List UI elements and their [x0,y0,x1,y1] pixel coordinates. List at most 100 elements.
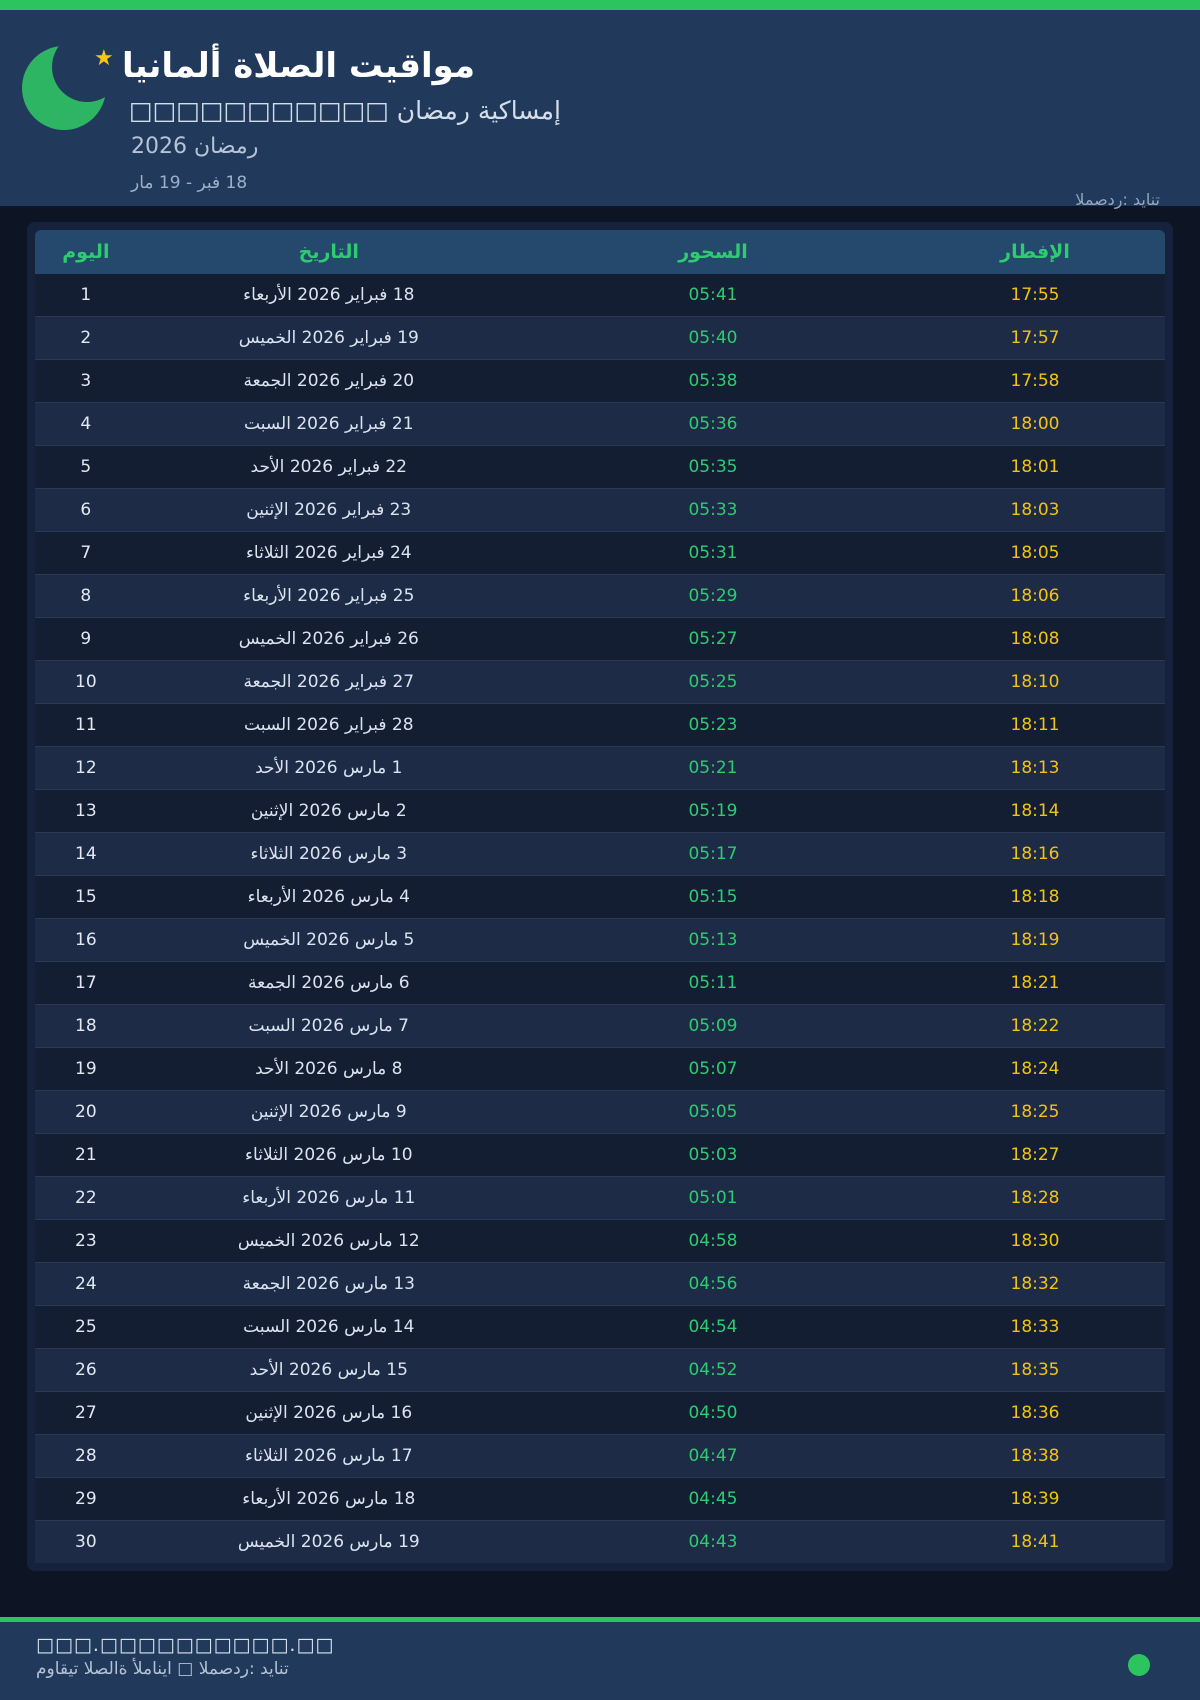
table-row: 10 27 فبراير 2026 الجمعة 05:25 18:10 [35,660,1165,703]
day-cell: 26 [75,1360,97,1380]
suhoor-cell: 05:03 [688,1145,738,1165]
day-cell: 8 [80,586,92,606]
column-header-day: اليوم [62,241,110,263]
iftar-cell: 18:33 [1010,1317,1060,1337]
suhoor-cell: 05:23 [688,715,738,735]
iftar-cell: 17:58 [1010,371,1060,391]
suhoor-cell: 04:58 [688,1231,738,1251]
table-row: 19 8 مارس 2026 الأحد 05:07 18:24 [35,1047,1165,1090]
star-icon: ★ [94,46,114,71]
iftar-cell: 18:01 [1010,457,1060,477]
day-cell: 10 [75,672,97,692]
suhoor-cell: 04:56 [688,1274,738,1294]
iftar-cell: 18:22 [1010,1016,1060,1036]
suhoor-cell: 05:11 [688,973,738,993]
table-row: 24 13 مارس 2026 الجمعة 04:56 18:32 [35,1262,1165,1305]
table-row: 18 7 مارس 2026 السبت 05:09 18:22 [35,1004,1165,1047]
iftar-cell: 18:28 [1010,1188,1060,1208]
iftar-cell: 18:14 [1010,801,1060,821]
iftar-cell: 18:19 [1010,930,1060,950]
day-cell: 23 [75,1231,97,1251]
suhoor-cell: 05:33 [688,500,738,520]
green-dot-icon [1128,1654,1150,1676]
day-cell: 2 [80,328,92,348]
table-row: 17 6 مارس 2026 الجمعة 05:11 18:21 [35,961,1165,1004]
day-cell: 5 [80,457,92,477]
table-header-row: اليوم التاريخ السحور الإفطار [35,230,1165,274]
suhoor-cell: 05:17 [688,844,738,864]
iftar-cell: 18:27 [1010,1145,1060,1165]
suhoor-cell: 05:25 [688,672,738,692]
day-cell: 14 [75,844,97,864]
table-row: 29 18 مارس 2026 الأربعاء 04:45 18:39 [35,1477,1165,1520]
table-row: 4 21 فبراير 2026 السبت 05:36 18:00 [35,402,1165,445]
column-header-iftar: الإفطار [1000,241,1070,263]
logo: ★ [14,32,124,142]
suhoor-cell: 05:27 [688,629,738,649]
date-cell: 28 فبراير 2026 السبت [244,715,414,735]
day-cell: 24 [75,1274,97,1294]
table-row: 8 25 فبراير 2026 الأربعاء 05:29 18:06 [35,574,1165,617]
date-cell: 26 فبراير 2026 الخميس [238,629,419,649]
table-row: 12 1 مارس 2026 الأحد 05:21 18:13 [35,746,1165,789]
page-header: ★ مواقيت الصلاة ألمانيا إمساكية رمضان □□… [0,10,1200,209]
date-cell: 16 مارس 2026 الإثنين [245,1403,413,1423]
table-row: 13 2 مارس 2026 الإثنين 05:19 18:14 [35,789,1165,832]
date-cell: 23 فبراير 2026 الإثنين [246,500,412,520]
website-url[interactable]: □□□.□□□□□□□□□□.□□ [36,1634,335,1656]
season-label: رمضان 2026 [131,134,259,159]
iftar-cell: 18:05 [1010,543,1060,563]
iftar-cell: 18:41 [1010,1532,1060,1552]
iftar-cell: 18:32 [1010,1274,1060,1294]
suhoor-cell: 05:29 [688,586,738,606]
date-cell: 2 مارس 2026 الإثنين [250,801,407,821]
footer-credit: مواقيت الصلاة ألمانيا □ المصدر: ديانت [36,1659,289,1679]
suhoor-cell: 04:43 [688,1532,738,1552]
iftar-cell: 18:21 [1010,973,1060,993]
suhoor-cell: 04:52 [688,1360,738,1380]
date-cell: 7 مارس 2026 السبت [248,1016,409,1036]
suhoor-cell: 05:13 [688,930,738,950]
date-cell: 17 مارس 2026 الثلاثاء [245,1446,413,1466]
date-cell: 9 مارس 2026 الإثنين [250,1102,407,1122]
iftar-cell: 18:30 [1010,1231,1060,1251]
day-cell: 19 [75,1059,97,1079]
suhoor-cell: 05:01 [688,1188,738,1208]
main-content: اليوم التاريخ السحور الإفطار 1 18 فبراير… [0,222,1200,1571]
column-header-date: التاريخ [298,241,359,263]
day-cell: 17 [75,973,97,993]
iftar-cell: 18:18 [1010,887,1060,907]
day-cell: 13 [75,801,97,821]
day-cell: 22 [75,1188,97,1208]
day-cell: 28 [75,1446,97,1466]
date-cell: 22 فبراير 2026 الأحد [250,457,407,477]
page-title: مواقيت الصلاة ألمانيا [122,46,476,86]
table-row: 7 24 فبراير 2026 الثلاثاء 05:31 18:05 [35,531,1165,574]
suhoor-cell: 04:45 [688,1489,738,1509]
date-cell: 6 مارس 2026 الجمعة [247,973,410,993]
date-cell: 20 فبراير 2026 الجمعة [243,371,415,391]
date-range-label: 18 فبر - 19 مار [131,173,248,193]
iftar-cell: 18:00 [1010,414,1060,434]
suhoor-cell: 05:41 [688,285,738,305]
iftar-cell: 18:36 [1010,1403,1060,1423]
top-accent-bar [0,0,1200,10]
table-row: 15 4 مارس 2026 الأربعاء 05:15 18:18 [35,875,1165,918]
iftar-cell: 18:10 [1010,672,1060,692]
iftar-cell: 18:16 [1010,844,1060,864]
table-row: 21 10 مارس 2026 الثلاثاء 05:03 18:27 [35,1133,1165,1176]
iftar-cell: 18:38 [1010,1446,1060,1466]
date-cell: 18 فبراير 2026 الأربعاء [243,285,415,305]
prayer-times-table: اليوم التاريخ السحور الإفطار 1 18 فبراير… [27,222,1173,1571]
day-cell: 20 [75,1102,97,1122]
day-cell: 12 [75,758,97,778]
iftar-cell: 18:39 [1010,1489,1060,1509]
date-cell: 19 فبراير 2026 الخميس [238,328,419,348]
table-row: 23 12 مارس 2026 الخميس 04:58 18:30 [35,1219,1165,1262]
suhoor-cell: 05:07 [688,1059,738,1079]
suhoor-cell: 05:05 [688,1102,738,1122]
day-cell: 21 [75,1145,97,1165]
suhoor-cell: 05:35 [688,457,738,477]
day-cell: 18 [75,1016,97,1036]
table-body: 1 18 فبراير 2026 الأربعاء 05:41 17:55 2 … [35,274,1165,1563]
